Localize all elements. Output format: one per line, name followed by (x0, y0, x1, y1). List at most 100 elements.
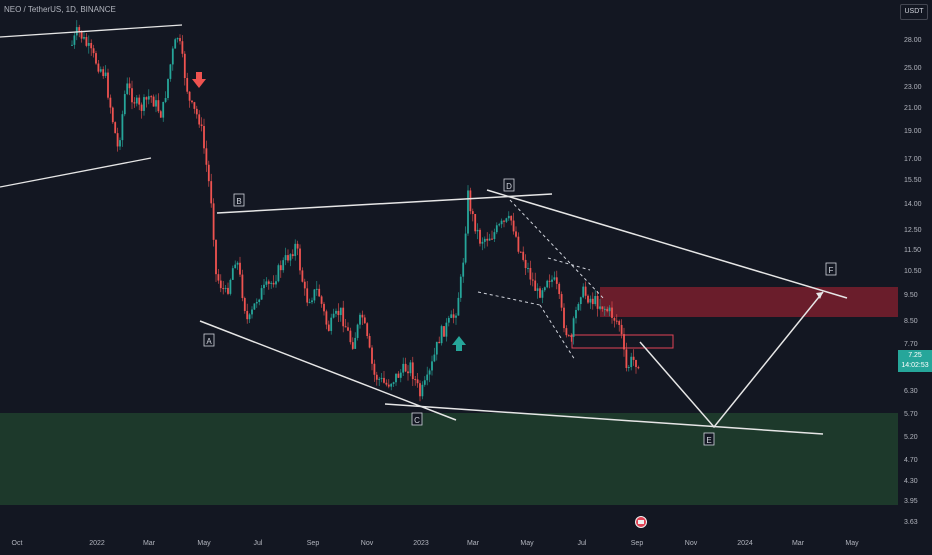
candle-body (476, 229, 479, 232)
candle-body (546, 280, 549, 288)
candle-body (385, 382, 388, 385)
time-label: Sep (631, 540, 644, 547)
time-label: Mar (792, 540, 805, 547)
candle-body (90, 42, 93, 49)
small-supply-box (571, 334, 674, 349)
candle-body (279, 265, 282, 271)
time-axis[interactable]: Oct 2022 Mar May Jul Sep Nov 2023 Mar Ma… (0, 532, 898, 550)
candle-body (371, 347, 373, 364)
price-label: 28.00 (904, 37, 922, 44)
label-box-d (503, 178, 515, 192)
candle-body (176, 38, 179, 40)
candle-body (243, 298, 246, 311)
candle-body (421, 384, 424, 397)
candle-body (498, 224, 501, 226)
candle-body (179, 38, 181, 42)
price-label: 19.00 (904, 128, 922, 135)
candle-body (603, 308, 606, 310)
candle-body (447, 317, 450, 323)
candle-body (414, 379, 417, 381)
price-label: 7.70 (904, 341, 918, 348)
time-label: Jul (578, 540, 587, 547)
candle-body (248, 314, 251, 320)
time-label: Jul (254, 540, 263, 547)
price-axis[interactable]: 28.00 25.00 23.00 21.00 19.00 17.00 15.5… (898, 0, 932, 550)
candle-body (200, 124, 203, 127)
candle-body (443, 326, 445, 337)
candle-body (620, 324, 623, 335)
candle-body (140, 104, 143, 111)
candle-body (229, 279, 232, 294)
candle-body (116, 133, 119, 147)
candle-body (318, 288, 321, 297)
candle-body (296, 243, 299, 249)
candle-body (83, 37, 85, 39)
candle-body (627, 367, 630, 369)
upper-trendline-b-d (216, 193, 553, 214)
candle-body (584, 286, 587, 296)
candle-body (373, 363, 376, 375)
candle-body (368, 336, 371, 348)
candle-body (435, 341, 438, 355)
event-marker-icon[interactable] (635, 516, 647, 528)
candle-body (107, 72, 109, 98)
candle-body (234, 264, 237, 269)
time-label: 2023 (413, 540, 429, 547)
candle-body (615, 320, 618, 322)
time-label: 2024 (737, 540, 753, 547)
candle-body (121, 114, 124, 141)
candle-body (239, 262, 241, 275)
candle-body (332, 313, 335, 318)
candle-body (323, 303, 325, 312)
candle-body (551, 279, 553, 282)
price-label: 10.50 (904, 268, 922, 275)
candle-body (207, 164, 210, 182)
currency-selector-button[interactable]: USDT (900, 4, 928, 20)
candle-body (363, 317, 366, 324)
candle-body (162, 101, 165, 118)
candle-body (426, 374, 429, 381)
price-label: 14.00 (904, 201, 922, 208)
candle-body (186, 78, 189, 92)
pattern-lines (0, 24, 848, 435)
candle-body (291, 254, 294, 257)
candle-body (558, 283, 561, 295)
candle-body (325, 311, 328, 325)
candle-body (356, 324, 359, 338)
price-label: 25.00 (904, 65, 922, 72)
candle-body (102, 69, 105, 77)
candle-body (99, 69, 102, 72)
candle-body (416, 379, 419, 384)
candle-body (459, 276, 462, 298)
candle-body (260, 288, 263, 300)
candle-body (335, 310, 337, 314)
candle-body (306, 288, 309, 303)
candle-body (613, 317, 616, 321)
dashed-channel-upper (509, 199, 606, 301)
candle-body (601, 306, 604, 309)
price-label: 6.30 (904, 388, 918, 395)
candle-body (171, 48, 174, 65)
dashed-channel-cross (547, 257, 591, 271)
candle-body (258, 299, 261, 302)
candle-body (505, 218, 508, 222)
candle-body (500, 220, 503, 225)
candle-body (539, 288, 541, 298)
candle-body (623, 334, 625, 350)
candle-body (589, 298, 592, 303)
candle-body (438, 341, 441, 344)
candle-body (157, 100, 160, 112)
candle-body (411, 362, 414, 380)
down-arrow-icon (192, 72, 206, 88)
candle-body (510, 215, 513, 221)
candle-body (231, 268, 234, 280)
candle-body (625, 349, 628, 368)
candle-body (267, 281, 270, 284)
price-label: 3.63 (904, 519, 918, 526)
price-label: 11.50 (904, 247, 921, 254)
candle-body (392, 382, 395, 384)
candle-body (236, 262, 239, 265)
candle-body (198, 114, 201, 125)
